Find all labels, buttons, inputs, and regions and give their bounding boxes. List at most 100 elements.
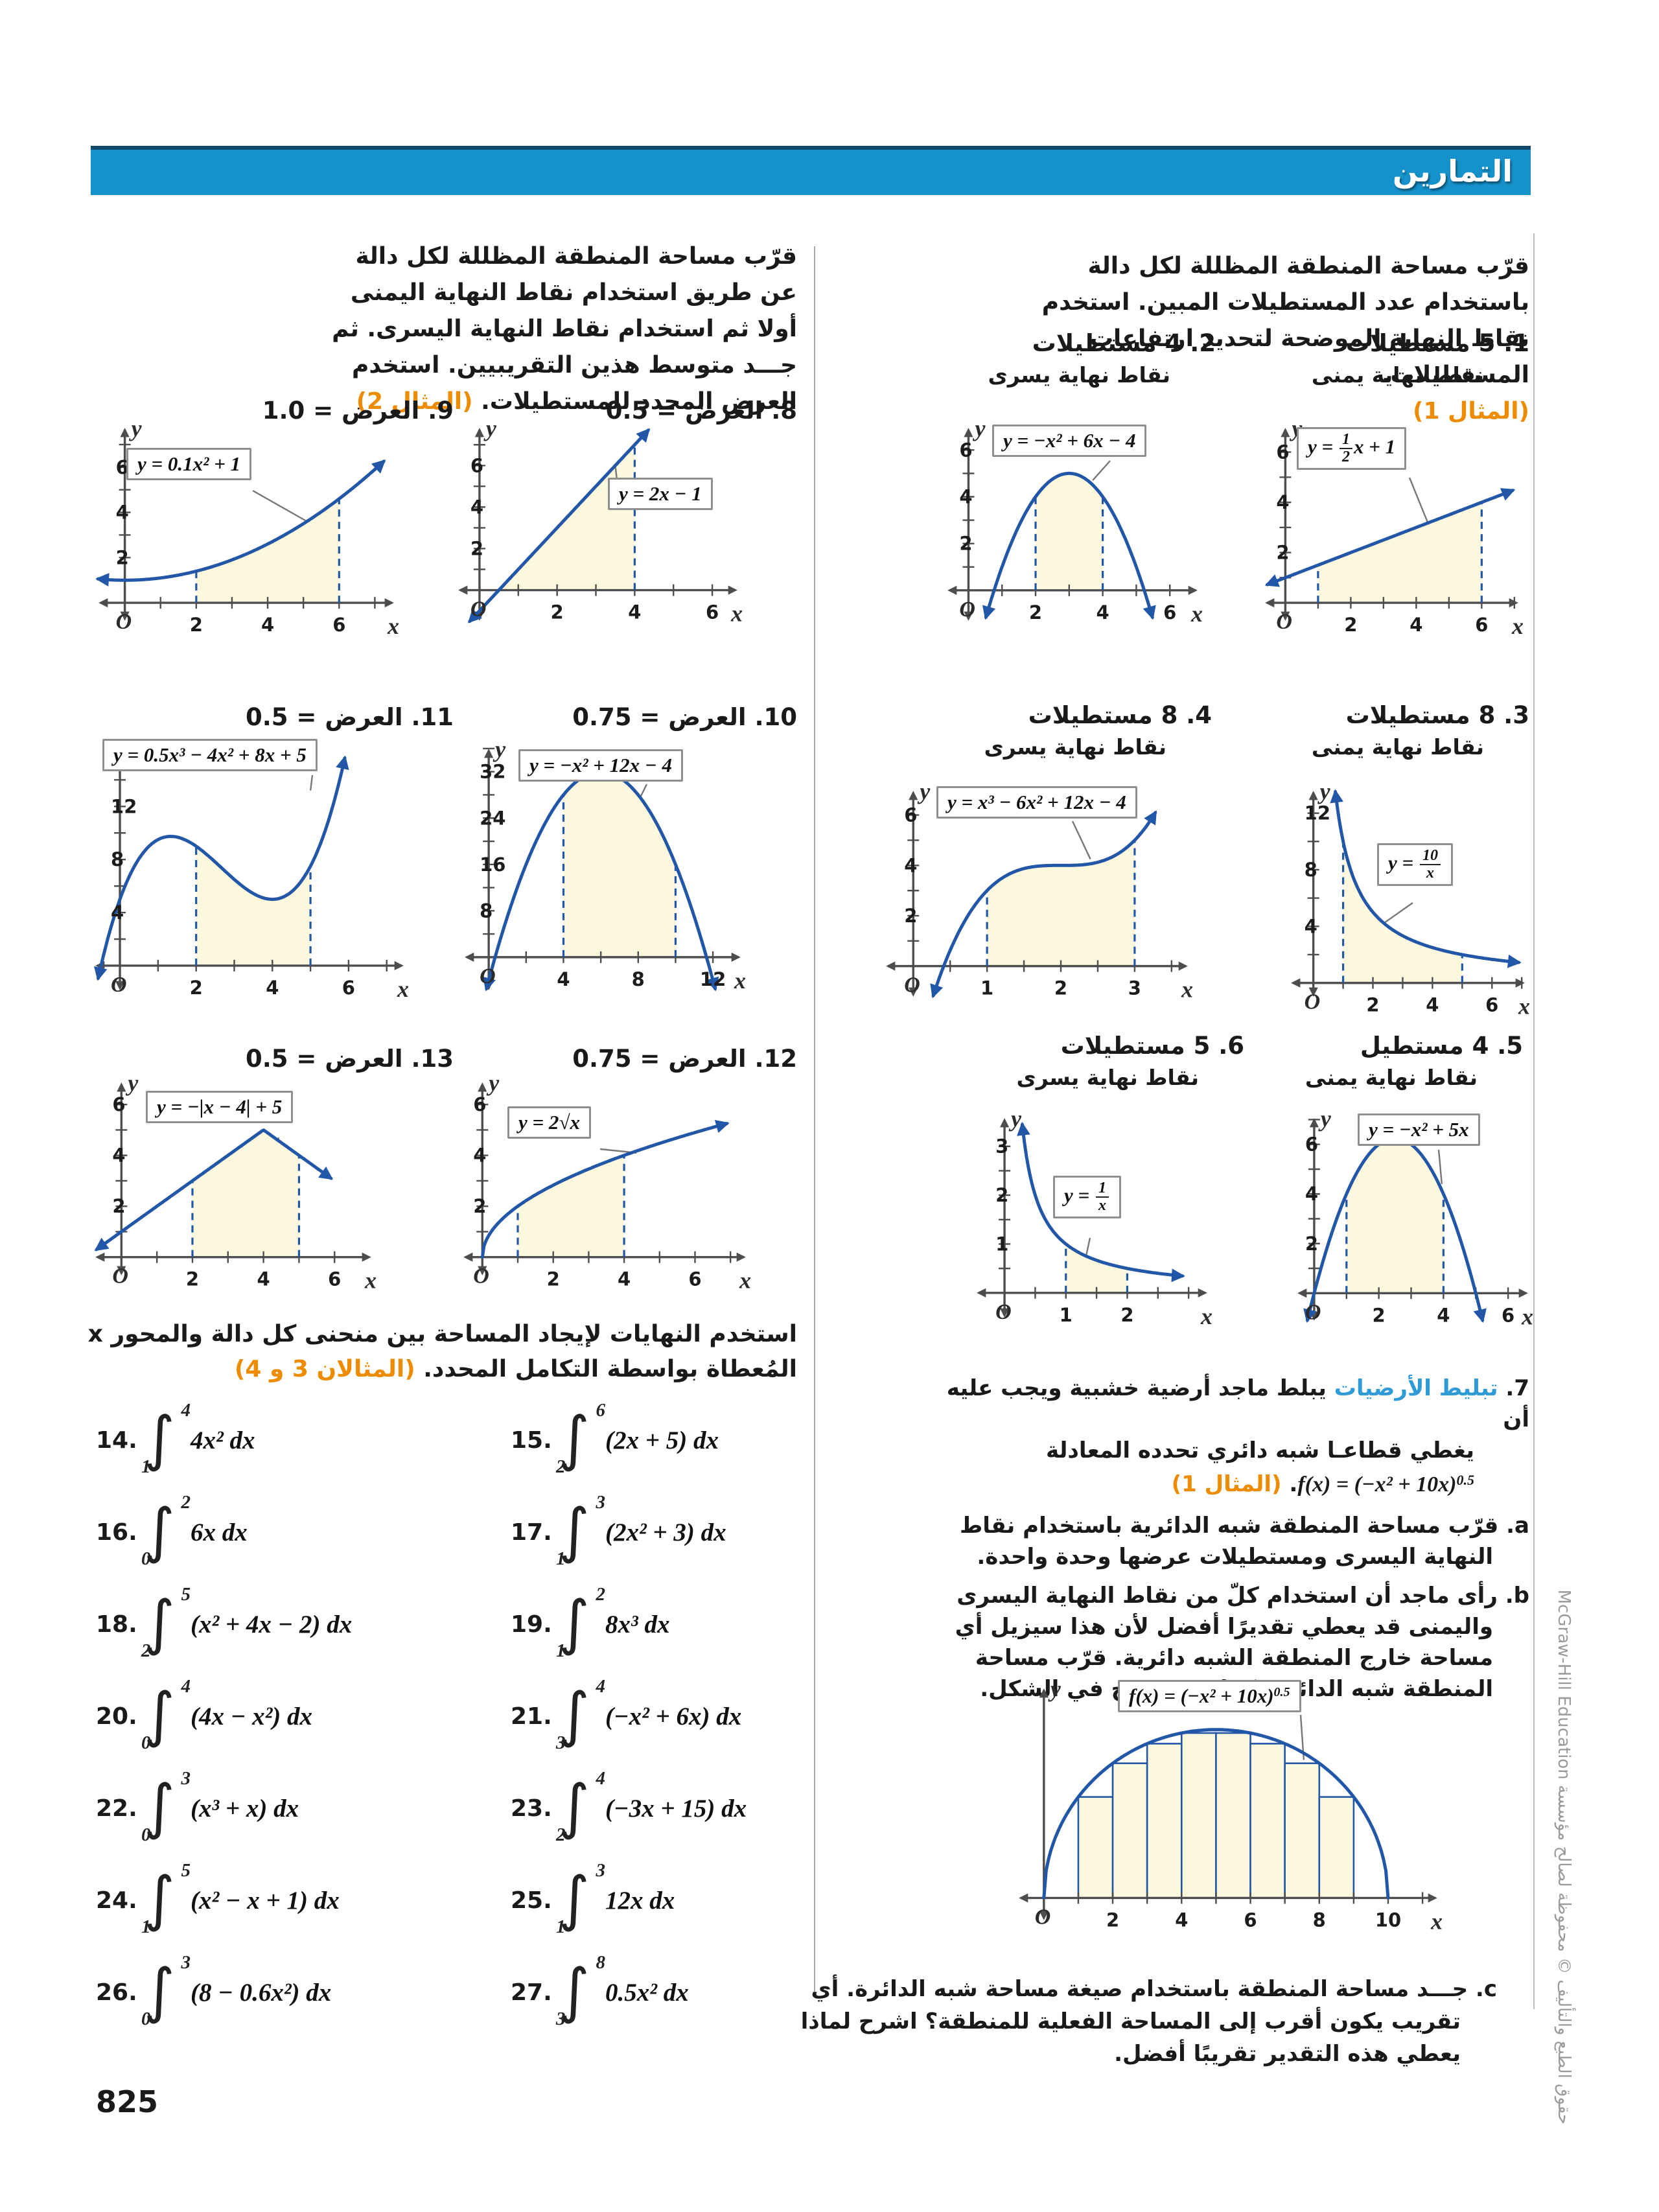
examples34-reference: (المثالان 3 و 4) bbox=[234, 1356, 415, 1382]
integral-lower-limit: 0 bbox=[141, 2008, 151, 2029]
svg-text:6: 6 bbox=[1163, 601, 1176, 623]
svg-text:12: 12 bbox=[111, 795, 137, 817]
svg-text:y: y bbox=[1008, 1106, 1022, 1132]
svg-text:4: 4 bbox=[112, 1145, 125, 1167]
integral-lower-limit: 3 bbox=[556, 2008, 566, 2029]
svg-text:4: 4 bbox=[1410, 614, 1422, 636]
svg-text:y: y bbox=[1318, 1106, 1332, 1132]
integral-number: 22. bbox=[96, 1795, 137, 1822]
integral-number: 23. bbox=[511, 1795, 552, 1822]
part-a-text: قرّب مساحة المنطقة شبه الدائرية باستخدام… bbox=[960, 1513, 1499, 1570]
integral-upper-limit: 3 bbox=[596, 1860, 606, 1881]
integral-upper-limit: 3 bbox=[596, 1492, 606, 1513]
svg-text:8: 8 bbox=[480, 900, 493, 922]
svg-text:4: 4 bbox=[1437, 1304, 1450, 1326]
integral-item-19: 19. ∫ 2 1 8x³ dx bbox=[511, 1584, 669, 1663]
integral-item-21: 21. ∫ 4 3 (−x² + 6x) dx bbox=[511, 1676, 741, 1755]
integral-item-26: 26. ∫ 3 0 (8 − 0.6x²) dx bbox=[96, 1952, 331, 2031]
svg-text:2: 2 bbox=[1305, 1233, 1318, 1255]
integral-lower-limit: 0 bbox=[141, 1824, 151, 1845]
integral-upper-limit: 3 bbox=[181, 1768, 191, 1789]
integral-number: 27. bbox=[511, 1979, 552, 2006]
svg-text:4: 4 bbox=[904, 854, 917, 876]
integral-upper-limit: 4 bbox=[181, 1676, 191, 1697]
integral-expression: (4x − x²) dx bbox=[191, 1702, 313, 1730]
svg-text:O: O bbox=[470, 598, 487, 622]
equation-label: y = 0.5x³ − 4x² + 8x + 5 bbox=[102, 739, 318, 771]
svg-text:y: y bbox=[917, 778, 931, 804]
svg-text:3: 3 bbox=[995, 1135, 1008, 1158]
problem-number: 3. bbox=[1495, 701, 1529, 729]
svg-text:O: O bbox=[959, 598, 975, 622]
problem-subtitle: نقاط نهاية يسرى bbox=[984, 734, 1167, 760]
integral-lower-limit: 2 bbox=[556, 1824, 566, 1845]
svg-text:2: 2 bbox=[190, 614, 203, 636]
svg-text:2: 2 bbox=[190, 977, 203, 999]
equation-label: y = −x² + 12x − 4 bbox=[518, 749, 683, 782]
svg-text:2: 2 bbox=[995, 1184, 1008, 1206]
svg-text:O: O bbox=[1305, 1300, 1321, 1324]
left-intro-text: قرّب مساحة المنطقة المظللة لكل دالة عن ط… bbox=[332, 243, 797, 415]
integral-sign: ∫ 4 3 bbox=[556, 1676, 605, 1753]
integral-expression: (2x + 5) dx bbox=[605, 1426, 719, 1454]
problem-subtitle: نقاط نهاية يسرى bbox=[1016, 1065, 1200, 1090]
svg-text:6: 6 bbox=[1244, 1909, 1257, 1931]
problem-heading-l10: 10. العرض = 0.75 bbox=[572, 703, 797, 731]
svg-text:x: x bbox=[1521, 1303, 1533, 1329]
svg-text:6: 6 bbox=[706, 601, 719, 623]
problem-number: 9. bbox=[419, 397, 454, 425]
problem-heading-r2: 2. 4 مستطيلات نقاط نهاية يسرى bbox=[988, 329, 1216, 388]
svg-text:2: 2 bbox=[904, 905, 917, 927]
svg-text:2: 2 bbox=[1276, 542, 1289, 564]
svg-text:4: 4 bbox=[257, 1268, 270, 1290]
svg-text:32: 32 bbox=[480, 761, 505, 783]
problem-number: 10. bbox=[746, 703, 797, 731]
integral-lower-limit: 1 bbox=[556, 1640, 566, 1661]
problem-number: 12. bbox=[746, 1045, 797, 1073]
integral-number: 16. bbox=[96, 1519, 137, 1546]
svg-text:O: O bbox=[1276, 610, 1292, 634]
svg-text:2: 2 bbox=[112, 1195, 125, 1217]
integral-sign: ∫ 6 2 bbox=[556, 1400, 605, 1477]
integral-sign: ∫ 4 0 bbox=[141, 1676, 191, 1753]
integral-item-14: 14. ∫ 4 1 4x² dx bbox=[96, 1400, 255, 1479]
svg-text:4: 4 bbox=[628, 601, 641, 623]
integral-expression: 12x dx bbox=[605, 1886, 675, 1915]
integral-sign: ∫ 3 1 bbox=[556, 1492, 605, 1569]
problem-title: العرض = 0.5 bbox=[246, 1045, 403, 1073]
integral-upper-limit: 2 bbox=[181, 1492, 191, 1513]
svg-text:2: 2 bbox=[1373, 1304, 1386, 1326]
svg-text:x: x bbox=[739, 1268, 751, 1294]
svg-text:2: 2 bbox=[1344, 614, 1357, 636]
problem7-line1: 7. تبليط الأرضيات يبلط ماجد أرضية خشبية … bbox=[936, 1373, 1529, 1435]
integral-expression: 6x dx bbox=[191, 1518, 248, 1546]
svg-text:2: 2 bbox=[473, 1195, 486, 1217]
svg-text:2: 2 bbox=[959, 533, 972, 555]
svg-text:4: 4 bbox=[473, 1145, 486, 1167]
integral-item-20: 20. ∫ 4 0 (4x − x²) dx bbox=[96, 1676, 313, 1755]
integral-intro-text: استخدم النهايات لإيجاد المساحة بين منحنى… bbox=[87, 1321, 797, 1382]
integral-lower-limit: 0 bbox=[141, 1548, 151, 1569]
integral-upper-limit: 4 bbox=[181, 1400, 191, 1421]
integral-upper-limit: 5 bbox=[181, 1860, 191, 1881]
equation-label: y = −x² + 5x bbox=[1358, 1113, 1480, 1146]
problem-number: 6. bbox=[1210, 1032, 1244, 1060]
svg-text:4: 4 bbox=[1305, 1183, 1318, 1205]
integral-expression: 0.5x² dx bbox=[605, 1978, 689, 2007]
problem-heading-l9: 9. العرض = 1.0 bbox=[262, 397, 454, 425]
integral-item-23: 23. ∫ 4 2 (−3x + 15) dx bbox=[511, 1768, 747, 1847]
svg-text:O: O bbox=[116, 610, 132, 634]
integral-number: 20. bbox=[96, 1703, 137, 1730]
problem-title: العرض = 1.0 bbox=[262, 397, 420, 425]
integral-item-24: 24. ∫ 5 1 (x² − x + 1) dx bbox=[96, 1860, 340, 1939]
copyright-vertical-text: حقوق الطبع والتأليف © محفوظة لصالح مؤسسة… bbox=[1554, 1589, 1573, 2125]
equation-label: y = 10 x bbox=[1377, 843, 1453, 887]
